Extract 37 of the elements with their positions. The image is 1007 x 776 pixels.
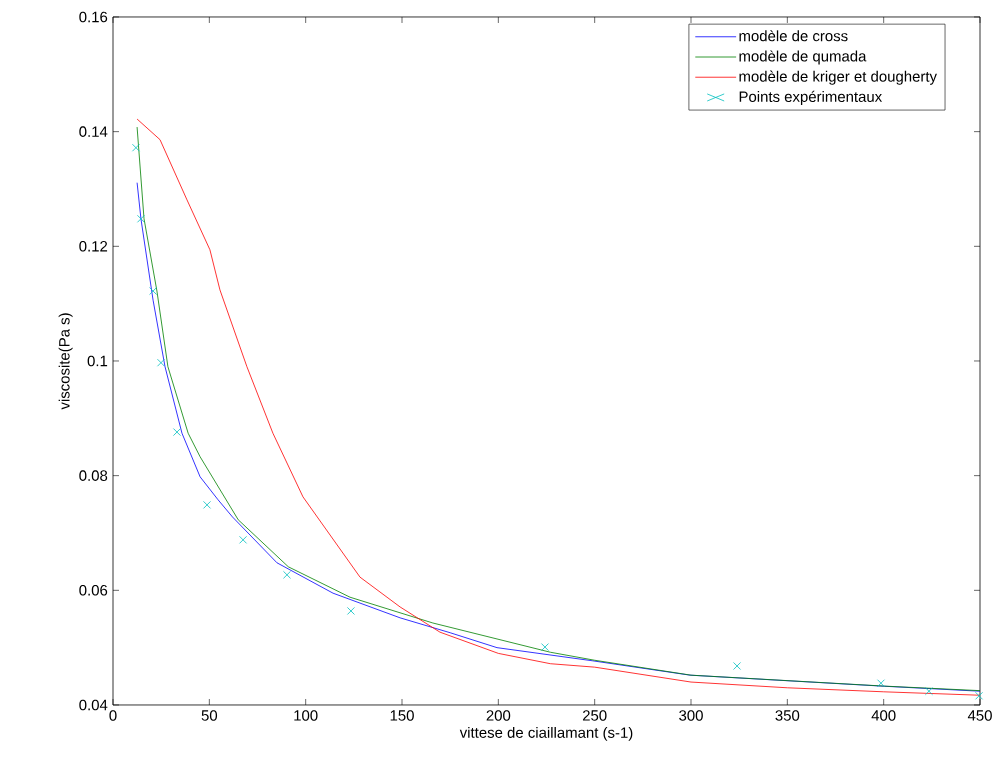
x-tick-label: 250 [582,710,607,721]
x-tick-label: 150 [390,710,414,721]
y-tick-label: 0.04 [79,699,108,711]
y-tick-label: 0.14 [79,126,108,137]
y-tick-label: 0.16 [79,11,108,23]
x-tick-label: 450 [967,710,992,721]
point [203,500,211,509]
y-axis-title: viscosite(Pa s) [58,313,73,410]
x-tick-label: 50 [201,710,218,721]
legend-label: modèle de kriger et dougherty [739,70,937,85]
point [239,535,247,544]
point [541,643,549,652]
x-axis-title: vittese de ciaillamant (s-1) [459,726,633,741]
point [137,214,145,223]
x-tick-label: 300 [679,710,703,721]
x-tick-label: 350 [775,710,800,721]
point [347,607,355,615]
x-tick-label: 100 [294,710,318,721]
point [149,287,158,295]
legend-label: Points expérimentaux [739,90,883,105]
x-tick-label: 200 [486,710,511,721]
point [132,143,140,152]
point [157,358,165,367]
point [975,691,983,700]
point [877,679,885,688]
y-tick-label: 0.08 [79,470,108,481]
x-tick-label: 0 [109,710,117,721]
x-tick-label: 400 [871,710,896,721]
point [173,428,181,437]
legend-label: modèle de cross [739,30,848,42]
point [283,570,291,579]
point [733,662,741,670]
legend-label: modèle de qumada [739,50,867,65]
point [925,687,933,696]
y-tick-label: 0.12 [79,241,108,252]
y-tick-label: 0.1 [87,355,108,367]
y-tick-label: 0.06 [79,585,108,596]
